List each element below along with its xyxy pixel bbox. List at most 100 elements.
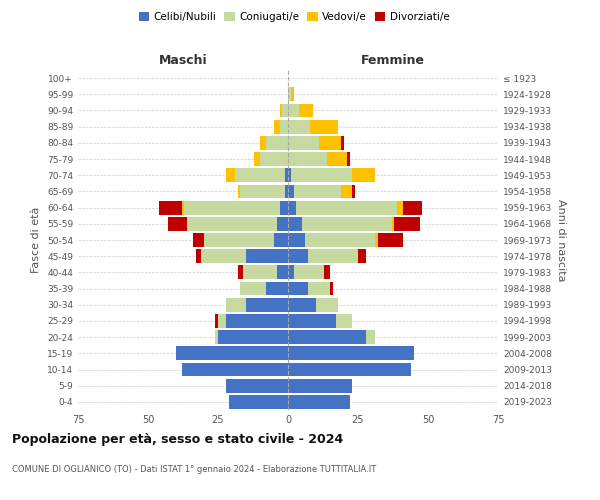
Bar (167, 217, 187, 230)
Bar (260, 152, 288, 166)
Bar (229, 395, 288, 409)
Bar (280, 104, 283, 118)
Bar (377, 233, 403, 247)
Bar (280, 120, 288, 134)
Bar (288, 298, 316, 312)
Bar (288, 217, 302, 230)
Bar (246, 298, 288, 312)
Bar (288, 152, 327, 166)
Bar (193, 233, 204, 247)
Bar (204, 233, 274, 247)
Bar (187, 217, 277, 230)
Bar (182, 362, 288, 376)
Bar (215, 330, 218, 344)
Bar (288, 330, 367, 344)
Bar (394, 217, 419, 230)
Bar (201, 250, 246, 263)
Bar (352, 168, 375, 182)
Bar (274, 120, 280, 134)
Bar (243, 266, 277, 280)
Bar (288, 200, 296, 214)
Bar (288, 266, 293, 280)
Bar (215, 314, 218, 328)
Bar (316, 298, 338, 312)
Bar (288, 282, 308, 296)
Bar (288, 250, 308, 263)
Bar (305, 233, 375, 247)
Text: COMUNE DI OGLIANICO (TO) - Dati ISTAT 1° gennaio 2024 - Elaborazione TUTTITALIA.: COMUNE DI OGLIANICO (TO) - Dati ISTAT 1°… (12, 466, 376, 474)
Bar (288, 88, 291, 101)
Bar (226, 379, 288, 392)
Bar (299, 104, 313, 118)
Bar (285, 184, 288, 198)
Bar (277, 217, 288, 230)
Text: Femmine: Femmine (361, 54, 425, 67)
Bar (325, 266, 330, 280)
Bar (182, 200, 184, 214)
Bar (280, 200, 288, 214)
Bar (288, 104, 299, 118)
Bar (347, 152, 350, 166)
Bar (218, 330, 288, 344)
Text: Maschi: Maschi (158, 54, 208, 67)
Bar (238, 266, 243, 280)
Bar (288, 362, 411, 376)
Bar (159, 200, 182, 214)
Bar (266, 282, 288, 296)
Bar (341, 136, 344, 149)
Y-axis label: Fasce di età: Fasce di età (31, 207, 41, 273)
Bar (352, 184, 355, 198)
Bar (367, 330, 375, 344)
Bar (288, 120, 310, 134)
Bar (288, 314, 335, 328)
Bar (288, 184, 293, 198)
Bar (235, 168, 285, 182)
Bar (283, 104, 288, 118)
Bar (291, 88, 293, 101)
Bar (241, 282, 266, 296)
Bar (288, 168, 291, 182)
Bar (274, 233, 288, 247)
Bar (184, 200, 280, 214)
Bar (254, 152, 260, 166)
Bar (375, 233, 377, 247)
Bar (293, 266, 325, 280)
Bar (176, 346, 288, 360)
Bar (397, 200, 403, 214)
Bar (226, 298, 246, 312)
Bar (327, 152, 347, 166)
Bar (288, 395, 350, 409)
Bar (226, 314, 288, 328)
Bar (288, 233, 305, 247)
Bar (226, 168, 235, 182)
Bar (341, 184, 352, 198)
Bar (330, 282, 333, 296)
Bar (308, 282, 330, 296)
Bar (196, 250, 201, 263)
Bar (246, 250, 288, 263)
Y-axis label: Anni di nascita: Anni di nascita (556, 198, 566, 281)
Bar (302, 217, 392, 230)
Bar (241, 184, 285, 198)
Bar (277, 266, 288, 280)
Bar (308, 250, 358, 263)
Bar (285, 168, 288, 182)
Bar (238, 184, 241, 198)
Bar (310, 120, 338, 134)
Bar (288, 379, 352, 392)
Bar (218, 314, 226, 328)
Legend: Celibi/Nubili, Coniugati/e, Vedovi/e, Divorziati/e: Celibi/Nubili, Coniugati/e, Vedovi/e, Di… (134, 8, 454, 26)
Bar (288, 136, 319, 149)
Bar (392, 217, 394, 230)
Bar (335, 314, 352, 328)
Bar (260, 136, 266, 149)
Bar (403, 200, 422, 214)
Bar (288, 346, 414, 360)
Bar (296, 200, 397, 214)
Bar (319, 136, 341, 149)
Text: Popolazione per età, sesso e stato civile - 2024: Popolazione per età, sesso e stato civil… (12, 432, 343, 446)
Bar (291, 168, 352, 182)
Bar (293, 184, 341, 198)
Bar (358, 250, 367, 263)
Bar (266, 136, 288, 149)
